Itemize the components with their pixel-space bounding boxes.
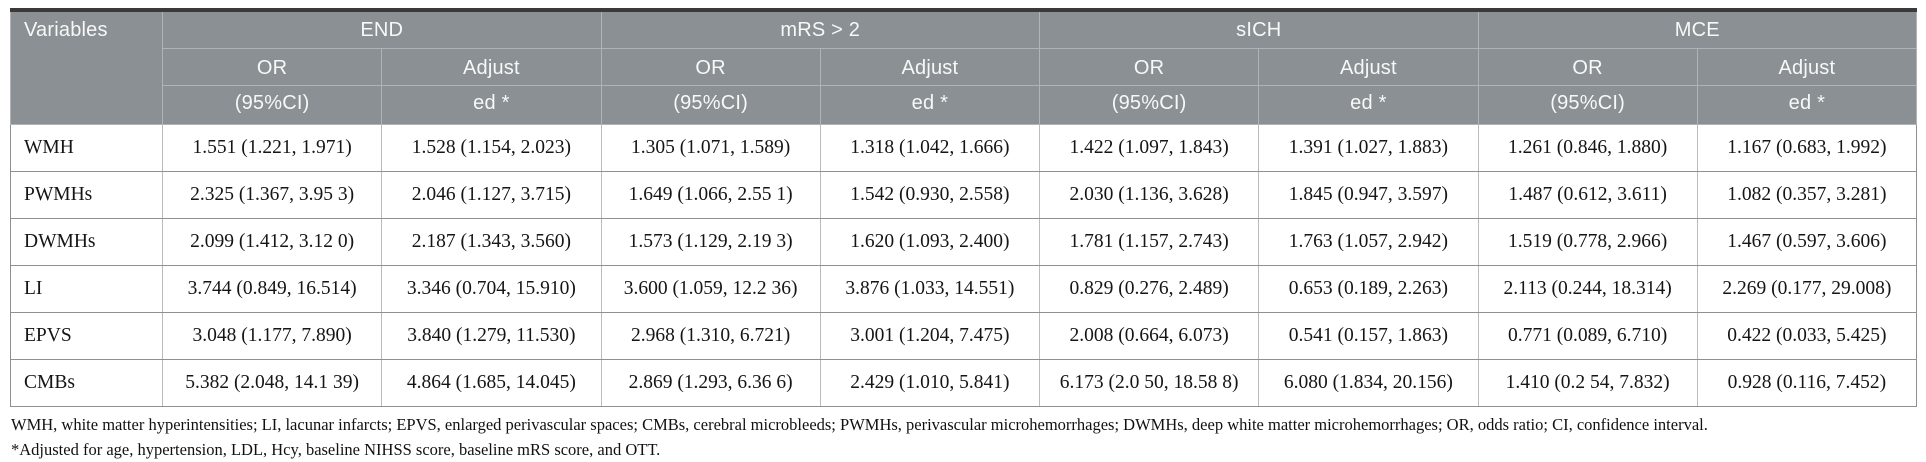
subheader-or: OR	[1477, 48, 1698, 86]
value-cell: 2.869 (1.293, 6.36 6)	[600, 359, 821, 407]
subheader-adjusted: Adjust	[1258, 48, 1479, 86]
table-row: WMH 1.551 (1.221, 1.971) 1.528 (1.154, 2…	[10, 124, 1918, 172]
value-cell: 0.771 (0.089, 6.710)	[1477, 312, 1698, 360]
value-cell: 3.744 (0.849, 16.514)	[161, 265, 383, 313]
value-cell: 2.113 (0.244, 18.314)	[1477, 265, 1698, 313]
value-cell: 2.187 (1.343, 3.560)	[381, 218, 602, 266]
value-cell: 2.269 (0.177, 29.008)	[1696, 265, 1918, 313]
value-cell: 1.410 (0.2 54, 7.832)	[1477, 359, 1698, 407]
table-footnotes: WMH, white matter hyperintensities; LI, …	[10, 412, 1917, 462]
value-cell: 1.467 (0.597, 3.606)	[1696, 218, 1918, 266]
value-cell: 1.551 (1.221, 1.971)	[161, 124, 383, 172]
value-cell: 1.167 (0.683, 1.992)	[1696, 124, 1918, 172]
table-row: DWMHs 2.099 (1.412, 3.12 0) 2.187 (1.343…	[10, 218, 1918, 266]
subheader-adjusted-2: ed *	[1258, 85, 1479, 125]
value-cell: 2.099 (1.412, 3.12 0)	[161, 218, 383, 266]
value-cell: 4.864 (1.685, 14.045)	[381, 359, 602, 407]
value-cell: 1.573 (1.129, 2.19 3)	[600, 218, 821, 266]
column-group-mrs: mRS > 2	[600, 9, 1040, 49]
value-cell: 2.046 (1.127, 3.715)	[381, 171, 602, 219]
value-cell: 1.318 (1.042, 1.666)	[819, 124, 1041, 172]
subheader-or-ci: (95%CI)	[600, 85, 821, 125]
value-cell: 1.649 (1.066, 2.55 1)	[600, 171, 821, 219]
value-cell: 0.829 (0.276, 2.489)	[1038, 265, 1260, 313]
value-cell: 1.542 (0.930, 2.558)	[819, 171, 1041, 219]
column-group-sich: sICH	[1039, 9, 1479, 49]
value-cell: 1.305 (1.071, 1.589)	[600, 124, 821, 172]
value-cell: 2.968 (1.310, 6.721)	[600, 312, 821, 360]
adjusted-note: *Adjusted for age, hypertension, LDL, Hc…	[11, 440, 661, 459]
value-cell: 2.008 (0.664, 6.073)	[1038, 312, 1260, 360]
value-cell: 3.840 (1.279, 11.530)	[381, 312, 602, 360]
table-row: EPVS 3.048 (1.177, 7.890) 3.840 (1.279, …	[10, 312, 1918, 360]
header-sub-row-2: (95%CI) ed * (95%CI) ed * (95%CI) ed * (…	[11, 85, 1918, 125]
subheader-or: OR	[1038, 48, 1260, 86]
table-row: CMBs 5.382 (2.048, 14.1 39) 4.864 (1.685…	[10, 359, 1918, 407]
variable-cell: EPVS	[10, 312, 163, 360]
column-group-end: END	[162, 9, 602, 49]
value-cell: 1.620 (1.093, 2.400)	[819, 218, 1041, 266]
value-cell: 1.422 (1.097, 1.843)	[1038, 124, 1260, 172]
subheader-adjusted: Adjust	[1696, 48, 1918, 86]
column-group-mce: MCE	[1477, 9, 1917, 49]
header-group-row: Variables END mRS > 2 sICH MCE	[10, 9, 1917, 125]
subheader-adjusted: Adjust	[819, 48, 1041, 86]
subheader-adjusted-2: ed *	[1696, 85, 1918, 125]
variable-cell: WMH	[10, 124, 163, 172]
table-row: LI 3.744 (0.849, 16.514) 3.346 (0.704, 1…	[10, 265, 1918, 313]
value-cell: 6.173 (2.0 50, 18.58 8)	[1038, 359, 1260, 407]
value-cell: 1.519 (0.778, 2.966)	[1477, 218, 1698, 266]
value-cell: 0.653 (0.189, 2.263)	[1258, 265, 1479, 313]
value-cell: 3.346 (0.704, 15.910)	[381, 265, 602, 313]
value-cell: 2.030 (1.136, 3.628)	[1038, 171, 1260, 219]
value-cell: 2.325 (1.367, 3.95 3)	[161, 171, 383, 219]
table-body: WMH 1.551 (1.221, 1.971) 1.528 (1.154, 2…	[10, 124, 1918, 407]
variable-cell: CMBs	[10, 359, 163, 407]
value-cell: 2.429 (1.010, 5.841)	[819, 359, 1041, 407]
table-header: Variables END mRS > 2 sICH MCE OR Adjust…	[10, 9, 1918, 125]
subheader-adjusted-2: ed *	[381, 85, 602, 125]
abbreviations-note: WMH, white matter hyperintensities; LI, …	[11, 415, 1708, 434]
header-sub-row-1: OR Adjust OR Adjust OR Adjust OR Adjust	[11, 48, 1918, 86]
odds-ratio-table: Variables END mRS > 2 sICH MCE OR Adjust…	[10, 8, 1918, 407]
value-cell: 0.928 (0.116, 7.452)	[1696, 359, 1918, 407]
value-cell: 5.382 (2.048, 14.1 39)	[161, 359, 383, 407]
value-cell: 3.600 (1.059, 12.2 36)	[600, 265, 821, 313]
subheader-or-ci: (95%CI)	[161, 85, 383, 125]
value-cell: 1.528 (1.154, 2.023)	[381, 124, 602, 172]
subheader-or-ci: (95%CI)	[1477, 85, 1698, 125]
subheader-or: OR	[161, 48, 383, 86]
value-cell: 0.422 (0.033, 5.425)	[1696, 312, 1918, 360]
value-cell: 1.845 (0.947, 3.597)	[1258, 171, 1479, 219]
table-row: PWMHs 2.325 (1.367, 3.95 3) 2.046 (1.127…	[10, 171, 1918, 219]
value-cell: 1.763 (1.057, 2.942)	[1258, 218, 1479, 266]
value-cell: 1.391 (1.027, 1.883)	[1258, 124, 1479, 172]
column-header-variables: Variables	[10, 9, 163, 125]
value-cell: 1.261 (0.846, 1.880)	[1477, 124, 1698, 172]
value-cell: 3.876 (1.033, 14.551)	[819, 265, 1041, 313]
value-cell: 1.781 (1.157, 2.743)	[1038, 218, 1260, 266]
value-cell: 6.080 (1.834, 20.156)	[1258, 359, 1479, 407]
variable-cell: LI	[10, 265, 163, 313]
subheader-or: OR	[600, 48, 821, 86]
value-cell: 3.048 (1.177, 7.890)	[161, 312, 383, 360]
variable-cell: DWMHs	[10, 218, 163, 266]
subheader-or-ci: (95%CI)	[1038, 85, 1260, 125]
value-cell: 1.082 (0.357, 3.281)	[1696, 171, 1918, 219]
value-cell: 0.541 (0.157, 1.863)	[1258, 312, 1479, 360]
value-cell: 3.001 (1.204, 7.475)	[819, 312, 1041, 360]
subheader-adjusted: Adjust	[381, 48, 602, 86]
value-cell: 1.487 (0.612, 3.611)	[1477, 171, 1698, 219]
subheader-adjusted-2: ed *	[819, 85, 1041, 125]
variable-cell: PWMHs	[10, 171, 163, 219]
